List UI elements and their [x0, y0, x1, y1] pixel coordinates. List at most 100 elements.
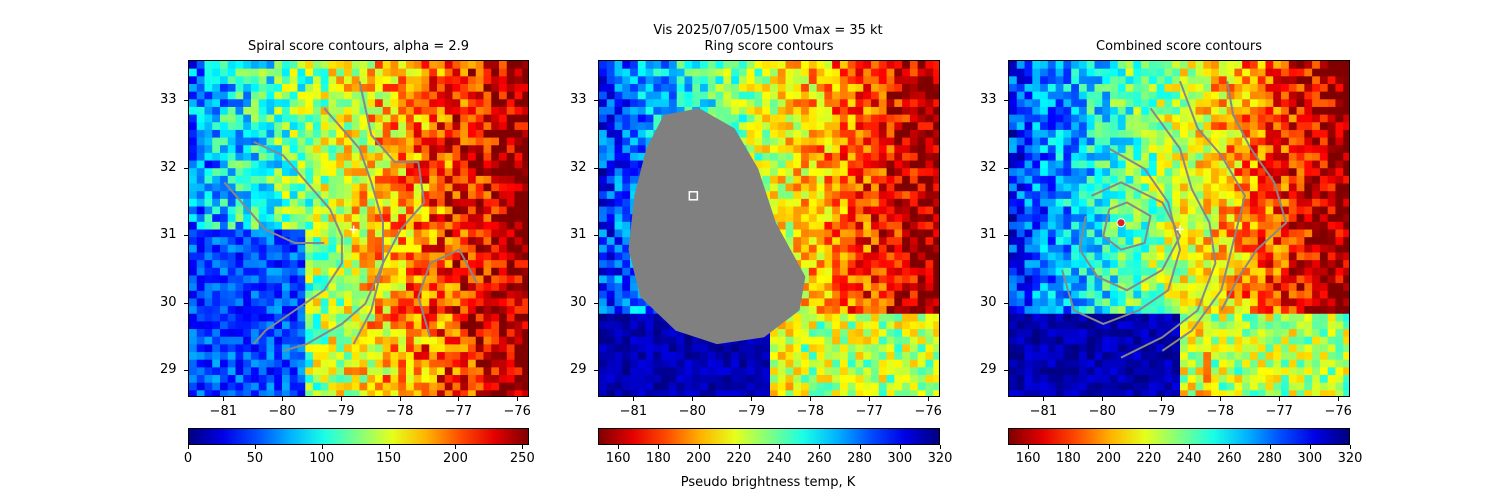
panel-1-heatmap: [189, 61, 528, 396]
colorbar-tick-label: 100: [309, 451, 335, 466]
y-tick: [1004, 370, 1008, 372]
x-tick: [223, 397, 225, 401]
x-tick-label: −78: [385, 404, 414, 419]
colorbar-tick: [940, 445, 941, 449]
panel-3-plot-area: [1008, 60, 1350, 397]
x-tick-label: −76: [503, 404, 531, 419]
y-tick-label: 29: [980, 362, 997, 378]
x-tick-label: −80: [678, 404, 707, 419]
colorbar-tick: [618, 445, 620, 449]
x-tick: [1043, 397, 1045, 401]
y-tick-label: 32: [570, 159, 587, 175]
colorbar-tick-label: 320: [927, 451, 953, 466]
masked-region: [628, 108, 806, 345]
contour-line: [1102, 201, 1152, 251]
x-tick-label: −77: [1265, 404, 1293, 419]
colorbar-tick-label: 300: [887, 451, 913, 466]
y-tick-label: 31: [160, 227, 177, 243]
x-tick-label: −80: [268, 404, 296, 419]
y-tick-label: 32: [160, 159, 177, 175]
colorbar-tick: [388, 445, 390, 449]
y-tick: [1004, 100, 1008, 102]
panel-3-heatmap: [1009, 61, 1349, 396]
colorbar-tick: [1028, 445, 1030, 449]
colorbar-label: Pseudo brightness temp, K: [680, 475, 856, 490]
x-tick-label: −78: [1206, 404, 1234, 419]
y-tick: [594, 167, 598, 169]
colorbar-tick: [455, 445, 457, 449]
contour-line: [1078, 181, 1182, 292]
x-tick: [869, 397, 871, 401]
panel-2-heatmap: [599, 61, 939, 396]
x-tick: [458, 397, 460, 401]
x-tick: [1220, 397, 1222, 401]
heatmap-cells: [189, 61, 528, 396]
colorbar-tick: [321, 445, 323, 449]
colorbar-tick-label: 250: [509, 451, 535, 466]
y-tick-label: 33: [570, 92, 587, 108]
panel-2-title: Ring score contours: [704, 39, 834, 54]
colorbar-tick: [1309, 445, 1311, 449]
y-tick-label: 29: [160, 362, 177, 378]
x-tick: [1161, 397, 1163, 401]
x-tick: [1102, 397, 1104, 401]
colorbar-tick-label: 200: [686, 451, 711, 466]
y-tick-label: 31: [980, 227, 997, 243]
colorbar-tick: [188, 445, 189, 449]
y-tick: [184, 100, 188, 102]
x-tick: [1338, 397, 1340, 401]
y-tick: [594, 302, 598, 304]
colorbar-tick: [738, 445, 740, 449]
center-plus-marker: [1176, 225, 1184, 234]
heatmap-cells: [1009, 61, 1349, 396]
x-tick-label: −76: [1324, 404, 1352, 419]
x-tick: [399, 397, 401, 401]
x-tick: [517, 397, 519, 401]
contour-line: [223, 181, 325, 244]
colorbar-tick: [1350, 445, 1351, 449]
x-tick: [928, 397, 930, 401]
contour-line: [1161, 80, 1246, 352]
colorbar-tick: [658, 445, 660, 449]
colorbar-tick: [859, 445, 861, 449]
x-tick: [282, 397, 284, 401]
colorbar-tick-label: 260: [806, 451, 832, 466]
ring-center-square-marker: [688, 191, 699, 201]
colorbar-tick: [899, 445, 901, 449]
x-tick-label: −81: [209, 404, 237, 419]
colorbar-tick-label: 50: [246, 451, 264, 466]
colorbar-tick: [779, 445, 781, 449]
x-tick-label: −79: [737, 404, 766, 419]
x-tick: [751, 397, 753, 401]
contour-line: [252, 140, 343, 345]
colorbar-tick-label: 280: [847, 451, 872, 466]
colorbar-tick-label: 240: [766, 451, 792, 466]
y-tick: [1004, 302, 1008, 304]
colorbar-tick: [1148, 445, 1150, 449]
x-tick-label: −80: [1088, 404, 1117, 419]
y-tick: [1004, 235, 1008, 237]
colorbar-tick-label: 200: [1096, 451, 1121, 466]
x-tick-label: −79: [1147, 404, 1176, 419]
colorbar-tick: [698, 445, 700, 449]
contour-line: [417, 248, 478, 338]
figure-suptitle: Vis 2025/07/05/1500 Vmax = 35 kt: [653, 23, 883, 38]
x-tick-label: −79: [327, 404, 355, 419]
x-tick-label: −81: [1029, 404, 1058, 419]
colorbar-tick: [522, 445, 524, 449]
colorbar-tick-label: 160: [605, 451, 631, 466]
colorbar-tick-label: 200: [443, 451, 468, 466]
contour-line: [1120, 107, 1217, 359]
colorbar-tick: [1269, 445, 1271, 449]
y-tick: [594, 235, 598, 237]
y-tick: [184, 302, 188, 304]
center-plus-marker: [349, 225, 358, 234]
y-tick-label: 33: [980, 92, 997, 108]
colorbar-tick-label: 180: [645, 451, 671, 466]
y-tick: [184, 235, 188, 237]
panel-1-plot-area: [188, 60, 529, 397]
colorbar-tick-label: 240: [1176, 451, 1202, 466]
contour-line: [1061, 147, 1182, 325]
y-tick-label: 29: [570, 362, 587, 378]
x-tick: [633, 397, 635, 401]
